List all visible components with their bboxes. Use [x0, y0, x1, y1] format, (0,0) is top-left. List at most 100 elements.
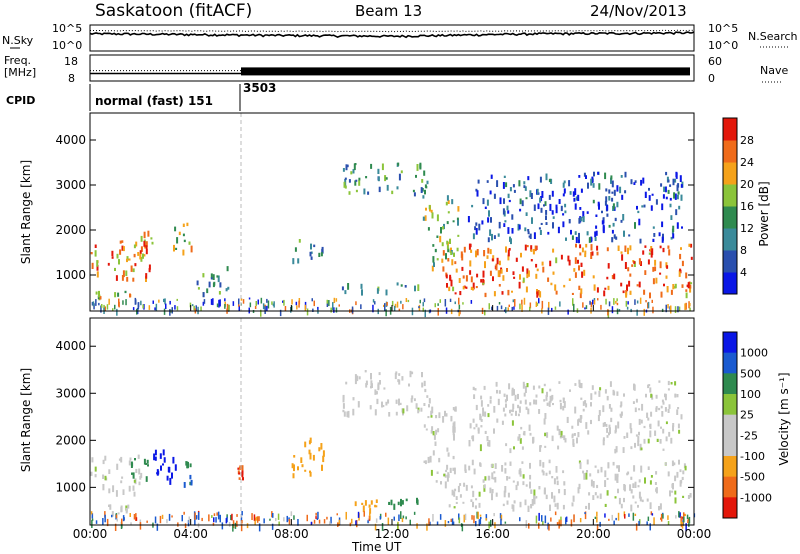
velocity-cell: [637, 440, 640, 447]
power-cell: [664, 186, 667, 193]
velocity-clutter: [275, 518, 277, 522]
velocity-clutter: [184, 523, 187, 529]
power-cell: [439, 235, 442, 243]
velocity-cell: [538, 409, 541, 414]
power-cell: [457, 234, 460, 237]
velocity-cell: [445, 469, 448, 473]
power-cell: [639, 238, 642, 244]
velocity-clutter: [272, 513, 274, 518]
velocity-cell: [571, 425, 574, 429]
velocity-cell: [522, 381, 525, 389]
velocity-cell: [525, 406, 528, 410]
velocity-cell: [682, 470, 685, 475]
power-cell: [568, 219, 571, 224]
power-clutter: [511, 306, 513, 312]
velocity-cell: [365, 383, 368, 388]
velocity-cell: [172, 456, 175, 464]
power-cell: [689, 284, 692, 289]
power-clutter: [536, 302, 539, 306]
velocity-cell: [535, 399, 538, 405]
power-cell: [488, 210, 490, 217]
power-cell: [348, 179, 351, 183]
velocity-y-tick-label: 1000: [55, 480, 86, 494]
power-cell: [483, 250, 486, 257]
velocity-cell: [562, 405, 565, 411]
velocity-cell: [613, 391, 616, 396]
velocity-clutter: [667, 521, 670, 525]
nsky-tick-top: 10^5: [52, 22, 82, 35]
power-cell: [417, 284, 420, 291]
velocity-cell: [398, 379, 401, 385]
power-clutter: [165, 303, 167, 309]
velocity-cell: [468, 465, 471, 471]
power-cell: [468, 243, 471, 250]
power-cell: [526, 273, 529, 279]
power-cell: [585, 243, 588, 248]
power-clutter: [573, 303, 575, 312]
velocity-cell: [590, 419, 592, 425]
velocity-cell: [237, 467, 240, 470]
power-cell: [648, 187, 650, 191]
velocity-cell: [405, 498, 408, 502]
power-clutter: [541, 300, 544, 309]
power-colorbar-swatch: [723, 250, 737, 273]
velocity-clutter: [374, 523, 377, 531]
velocity-cell: [572, 438, 575, 446]
velocity-cell: [452, 455, 455, 460]
power-cell: [591, 176, 594, 183]
power-colorbar-tick: 12: [740, 222, 754, 235]
power-cell: [545, 173, 548, 181]
nsearch-label: N.Search: [748, 30, 798, 43]
power-cell: [188, 241, 191, 245]
velocity-clutter: [188, 516, 190, 523]
power-cell: [376, 288, 379, 294]
power-cell: [472, 233, 475, 240]
velocity-cell: [612, 461, 615, 466]
power-cell: [548, 178, 551, 183]
velocity-cell: [650, 393, 653, 398]
power-cell: [521, 266, 524, 272]
velocity-cell: [530, 489, 533, 494]
power-clutter: [228, 304, 230, 312]
power-cell: [294, 247, 297, 252]
velocity-cell: [513, 500, 516, 504]
velocity-cell: [430, 415, 433, 418]
velocity-cell: [304, 441, 307, 448]
power-cell: [139, 253, 142, 260]
velocity-cell: [138, 481, 141, 486]
power-cell: [652, 238, 655, 242]
velocity-cell: [658, 380, 661, 383]
power-cell: [471, 204, 474, 208]
power-clutter: [636, 309, 638, 316]
velocity-cell: [618, 465, 620, 472]
power-clutter: [333, 307, 335, 313]
power-cell: [218, 291, 221, 295]
power-cell: [604, 287, 607, 290]
power-cell: [607, 263, 610, 269]
velocity-clutter: [293, 515, 295, 520]
power-clutter: [152, 300, 154, 304]
velocity-clutter: [413, 511, 416, 515]
power-cell: [662, 247, 665, 253]
power-cell: [652, 266, 655, 272]
velocity-clutter: [638, 520, 640, 526]
velocity-cell: [473, 468, 476, 475]
power-cell: [208, 281, 211, 288]
velocity-clutter: [156, 523, 159, 531]
velocity-cell: [563, 401, 566, 408]
power-cell: [111, 256, 114, 259]
velocity-cell: [482, 479, 485, 483]
power-clutter: [203, 299, 206, 304]
velocity-cell: [511, 420, 514, 426]
velocity-cell: [322, 455, 325, 463]
velocity-cell: [90, 471, 93, 476]
velocity-clutter: [225, 518, 228, 524]
velocity-cell: [133, 491, 136, 497]
power-cell: [486, 180, 489, 183]
velocity-cell: [455, 501, 458, 504]
velocity-clutter: [596, 511, 598, 517]
power-y-tick-label: 3000: [55, 178, 86, 192]
velocity-clutter: [660, 517, 662, 520]
velocity-cell: [473, 394, 476, 399]
power-clutter: [262, 303, 265, 310]
